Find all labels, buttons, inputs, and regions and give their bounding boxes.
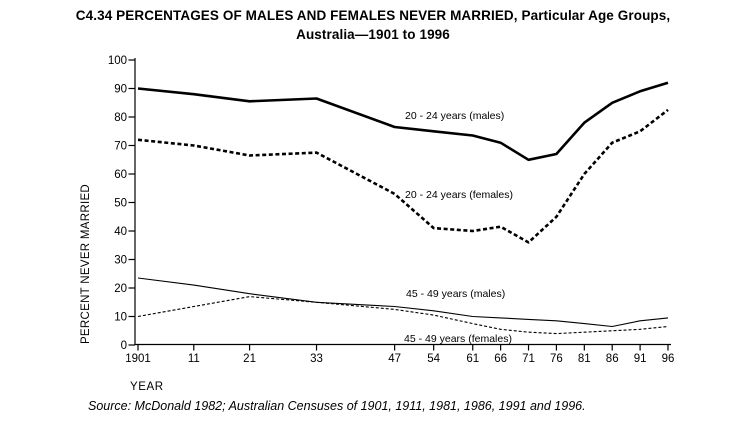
series-line-2 bbox=[137, 277, 669, 328]
x-tick-label: 54 bbox=[427, 353, 440, 365]
chart-title: C4.34 PERCENTAGES OF MALES AND FEMALES N… bbox=[0, 6, 746, 44]
x-tick-label: 11 bbox=[188, 353, 200, 365]
series-label-2: 45 - 49 years (males) bbox=[406, 288, 505, 300]
y-tick-label: 30 bbox=[114, 255, 127, 267]
y-tick-label: 40 bbox=[114, 226, 127, 238]
x-tick-label: 21 bbox=[243, 353, 256, 365]
x-axis-title: YEAR bbox=[130, 381, 164, 393]
series-line-1 bbox=[137, 108, 669, 244]
x-tick-label: 76 bbox=[550, 353, 563, 365]
chart-title-line1: C4.34 PERCENTAGES OF MALES AND FEMALES N… bbox=[75, 8, 671, 23]
x-tick-label: 47 bbox=[388, 353, 401, 365]
series-line-3 bbox=[137, 296, 669, 335]
y-tick-label: 10 bbox=[114, 312, 127, 324]
x-tick-label: 96 bbox=[662, 353, 675, 365]
x-tick-label: 66 bbox=[494, 353, 507, 365]
series-line-0 bbox=[137, 81, 669, 162]
series-label-0: 20 - 24 years (males) bbox=[405, 110, 504, 122]
y-tick-label: 50 bbox=[114, 198, 127, 210]
x-tick-label: 71 bbox=[522, 353, 535, 365]
chart-title-line2: Australia—1901 to 1996 bbox=[296, 27, 450, 42]
y-axis-title: PERCENT NEVER MARRIED bbox=[80, 183, 92, 345]
y-tick-label: 90 bbox=[114, 84, 127, 96]
y-tick-label: 60 bbox=[114, 169, 127, 181]
y-tick-label: 80 bbox=[114, 112, 127, 124]
x-tick-label: 61 bbox=[466, 353, 479, 365]
y-tick-label: 20 bbox=[114, 283, 127, 295]
x-tick-label: 1901 bbox=[125, 353, 151, 365]
x-tick-label: 33 bbox=[310, 353, 323, 365]
y-tick-label: 100 bbox=[108, 55, 127, 67]
series-label-1: 20 - 24 years (females) bbox=[405, 189, 513, 201]
x-tick-label: 81 bbox=[578, 353, 591, 365]
x-tick-label: 91 bbox=[634, 353, 647, 365]
source-note: Source: McDonald 1982; Australian Census… bbox=[88, 399, 586, 413]
series-label-3: 45 - 49 years (females) bbox=[404, 333, 512, 345]
y-tick-label: 0 bbox=[121, 340, 127, 352]
x-tick-label: 86 bbox=[606, 353, 619, 365]
y-tick-label: 70 bbox=[114, 141, 127, 153]
